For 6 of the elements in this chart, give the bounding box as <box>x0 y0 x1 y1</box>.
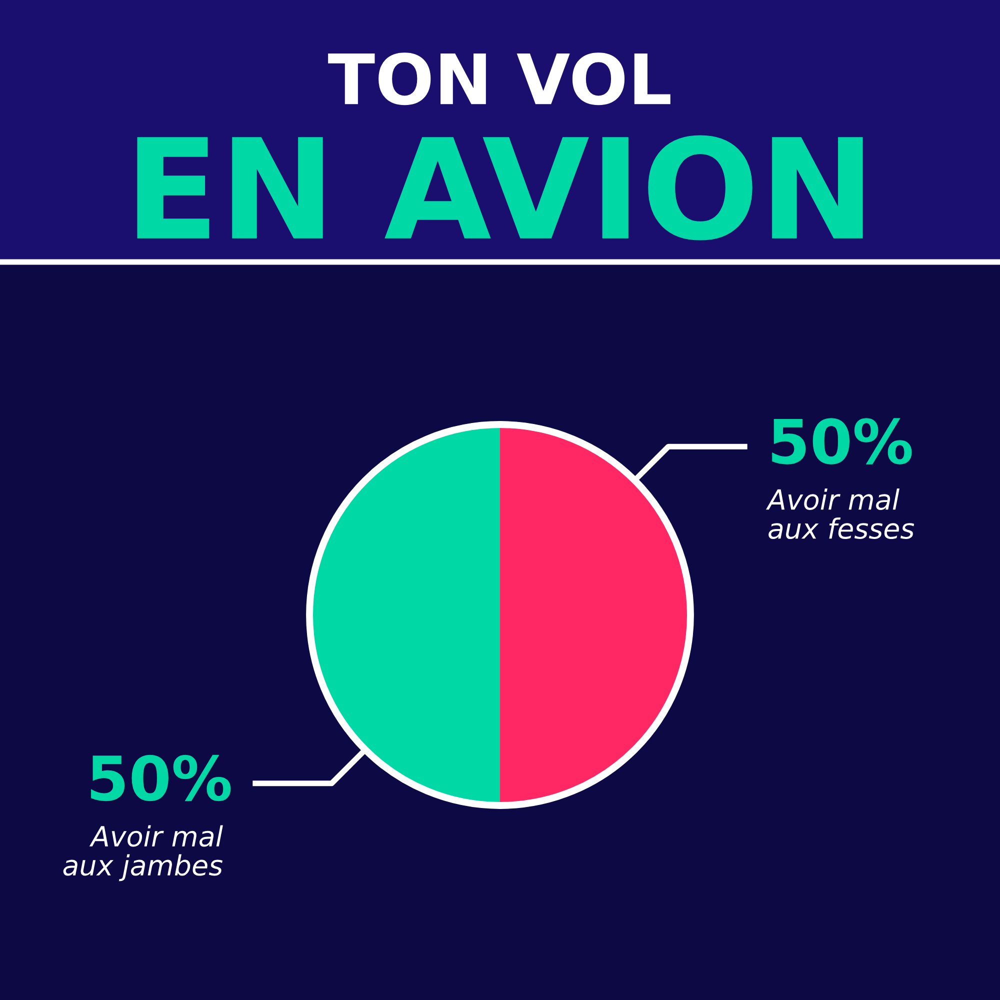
slice-label: Avoir mal aux fesses <box>766 488 914 540</box>
data-label: 50% <box>772 418 912 464</box>
chart-title: TON VOL <box>328 52 670 106</box>
data-label: 50% <box>91 754 231 802</box>
chart-subtitle: EN AVION <box>137 135 863 240</box>
slice-label: Avoir mal aux jambes <box>63 825 223 882</box>
